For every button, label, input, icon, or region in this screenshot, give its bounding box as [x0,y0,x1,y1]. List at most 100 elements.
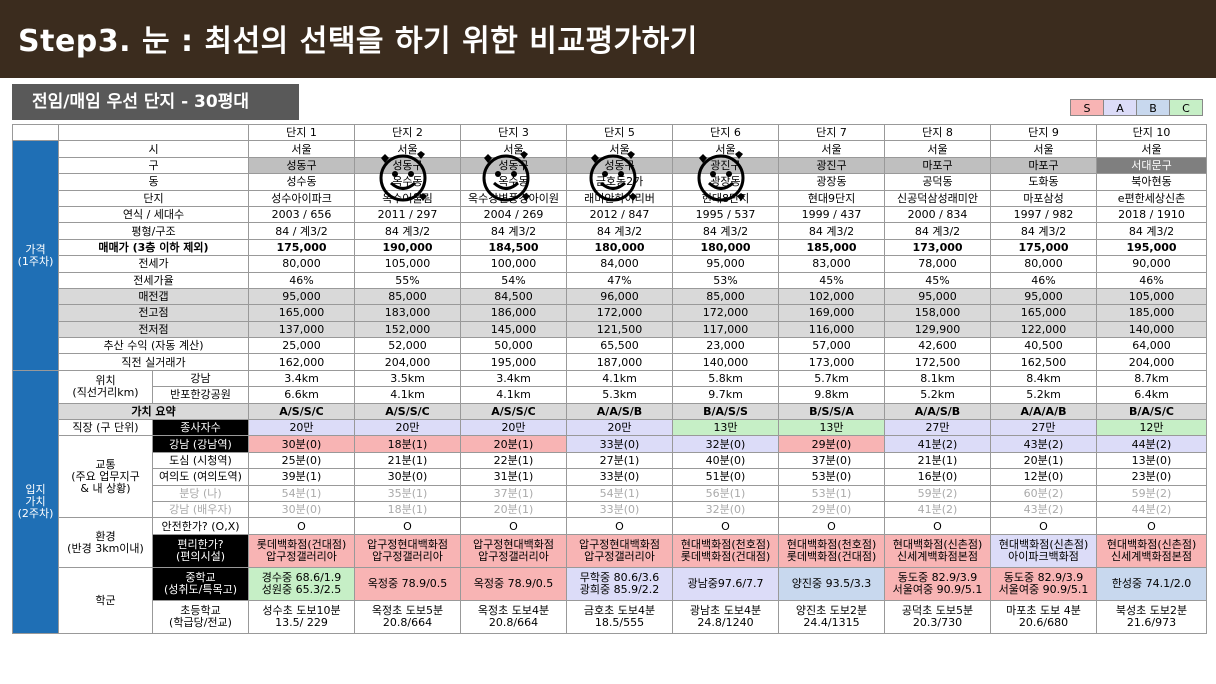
river-value: 4.1km [354,386,461,404]
header-category: 구분 [58,123,249,142]
header-week: 주차 [12,123,59,142]
gap-value: 105,000 [1096,287,1207,306]
ratio-value: 46% [248,271,355,289]
legend-a: A [1103,99,1137,116]
safe-value: O [460,517,567,535]
size-value: 84 계3/2 [990,222,1097,240]
river-value: 5.3km [566,386,673,404]
ratio-value: 55% [354,271,461,289]
sale-label: 매매가 (3층 이하 제외) [58,238,249,257]
t_gangnam-value: 29분(0) [778,435,885,453]
t_bundang-value: 53분(1) [778,484,885,502]
work-label: 직장 (구 단위) [58,419,153,437]
t_yeouido-value: 16분(0) [884,468,991,486]
complex-label: 단지 [58,189,249,207]
jeonse-value: 78,000 [884,255,991,273]
year-value: 2012 / 847 [566,205,673,224]
river-label: 반포한강공원 [152,386,249,404]
year-value: 2018 / 1910 [1096,205,1207,224]
size-label: 평형/구조 [58,222,249,240]
size-value: 84 계3/2 [566,222,673,240]
table-row: 가치 요약 A/S/S/C A/S/S/C A/S/S/C A/A/S/B B/A/S/S… [13,402,1207,421]
safe-value: O [884,517,991,535]
gangnam-value: 3.4km [248,369,355,388]
t_dosim-value: 25분(0) [248,451,355,470]
high-value: 165,000 [990,304,1097,322]
t-gangnam-label: 강남 (강남역) [152,435,249,453]
workers-value: 27만 [884,419,991,437]
high-value: 165,000 [248,304,355,322]
low-value: 116,000 [778,320,885,339]
convenience-value: 압구정현대백화점 압구정갤러리아 [354,533,461,568]
city-value: 서울 [778,140,885,158]
t_dosim-value: 21분(1) [884,451,991,470]
workers-value: 20만 [566,419,673,437]
ratio-value: 54% [460,271,567,289]
river-value: 9.8km [778,386,885,404]
column-header: 단지 2 [354,123,461,142]
column-header: 단지 8 [884,123,991,142]
table-row: 반포한강공원 6.6km 4.1km 4.1km 5.3km 9.7km 9.8km 5.2k… [13,386,1207,404]
sale-value: 175,000 [248,238,355,257]
table-row: 연식 / 세대수 2003 / 656 2011 / 297 2004 / 269 20… [13,205,1207,224]
size-value: 84 / 계3/2 [248,222,355,240]
t_gangnam-value: 30분(0) [248,435,355,453]
t-yeouido-label: 여의도 (여의도역) [152,468,249,486]
workers-value: 20만 [460,419,567,437]
middle-label: 중학교 (성취도/특목고) [152,566,249,601]
high-value: 169,000 [778,304,885,322]
low-value: 152,000 [354,320,461,339]
year-value: 1995 / 537 [672,205,779,224]
profit-value: 52,000 [354,337,461,355]
legend-b: B [1136,99,1170,116]
ratio-value: 45% [884,271,991,289]
summary-value: B/S/S/A [778,402,885,421]
workers-value: 12만 [1096,419,1207,437]
gap-value: 84,500 [460,287,567,306]
t_dosim-value: 13분(0) [1096,451,1207,470]
convenience-value: 압구정현대백화점 압구정갤러리아 [460,533,567,568]
jeonse-value: 83,000 [778,255,885,273]
gu-value: 광진구 [778,156,885,175]
city-value: 서울 [990,140,1097,158]
gangnam-value: 8.7km [1096,369,1207,388]
school-label: 학군 [58,566,153,634]
summary-value: B/A/S/C [1096,402,1207,421]
t_bundang-value: 59분(2) [1096,484,1207,502]
column-header: 단지 10 [1096,123,1207,142]
profit-value: 23,000 [672,337,779,355]
table-row: 학군 중학교 (성취도/특목고) 경수중 68.6/1.9 성원중 65.3/2.5… [13,566,1207,634]
column-header: 단지 1 [248,123,355,142]
t_bundang-value: 59분(2) [884,484,991,502]
high-value: 183,000 [354,304,461,322]
t_yeouido-value: 23분(0) [1096,468,1207,486]
low-value: 122,000 [990,320,1097,339]
smiley-sticker-icon [693,150,749,206]
year-value: 2000 / 834 [884,205,991,224]
table-row: 전세가율 46% 55% 54% 47% 53% 45% 45% 46% 46% [13,271,1207,289]
t_dosim-value: 37분(0) [778,451,885,470]
grade-legend: S A B C [1070,99,1203,116]
city-value: 서울 [1096,140,1207,158]
t_gangnam2-value: 41분(2) [884,500,991,519]
table-row: 평형/구조 84 / 계3/2 84 계3/2 84 계3/2 84 계3/2 84 계3… [13,222,1207,240]
ratio-value: 53% [672,271,779,289]
table-row: 직장 (구 단위) 종사자수 20만 20만 20만 20만 13만 13만 27만 27만 12만 [13,419,1207,437]
jeonse-value: 100,000 [460,255,567,273]
middle-value: 동도중 82.9/3.9 서울여중 90.9/5.1 [990,566,1097,601]
t_gangnam-value: 18분(1) [354,435,461,453]
gap-value: 85,000 [354,287,461,306]
table-row: 입지 가치 (2주차) 위치 (직선거리km) 강남 3.4km 3.5km 3.4km 4… [12,369,1207,634]
gap-value: 96,000 [566,287,673,306]
elementary-value: 성수초 도보10분 13.5/ 229 [248,599,355,634]
t_gangnam2-value: 33분(0) [566,500,673,519]
safe-label: 안전한가? (O,X) [152,517,249,535]
column-header: 단지 5 [566,123,673,142]
transport-label: 교통 (주요 업무지구 & 내 상황) [58,435,153,519]
t_bundang-value: 35분(1) [354,484,461,502]
workers-value: 27만 [990,419,1097,437]
summary-value: A/S/S/C [354,402,461,421]
high-value: 158,000 [884,304,991,322]
table-row: 직전 실거래가 162,000 204,000 195,000 187,000 140,0… [13,353,1207,371]
recent-value: 140,000 [672,353,779,371]
